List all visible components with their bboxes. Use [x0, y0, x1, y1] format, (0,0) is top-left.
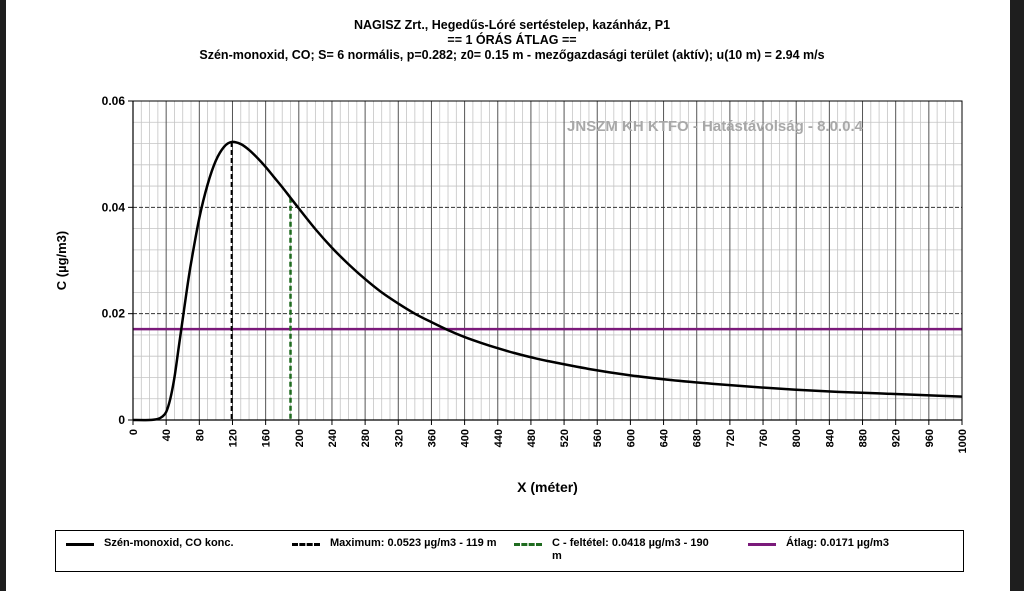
watermark-text: JNSZM KH KTFO - Hatástávolság - 8.0.0.4	[567, 118, 864, 135]
x-tick-label: 320	[393, 429, 405, 447]
y-tick-label: 0.02	[102, 307, 126, 321]
x-tick-label: 880	[858, 429, 870, 447]
x-tick-label: 640	[659, 429, 671, 447]
x-tick-label: 960	[924, 429, 936, 447]
x-tick-label: 560	[592, 429, 604, 447]
legend-item-average: Átlag: 0.0171 µg/m3	[748, 537, 948, 550]
legend-item-maximum: Maximum: 0.0523 µg/m3 - 119 m	[292, 537, 522, 550]
y-axis-label: C (µg/m3)	[54, 231, 69, 291]
y-tick-label: 0.04	[102, 200, 126, 214]
y-tick-label: 0	[118, 413, 125, 427]
x-tick-label: 760	[758, 429, 770, 447]
x-tick-label: 0	[128, 429, 140, 435]
series-line-concentration	[132, 140, 963, 422]
x-tick-label: 200	[294, 429, 306, 447]
plot-border	[132, 100, 963, 421]
x-tick-label: 720	[725, 429, 737, 447]
left-frame-strip	[0, 0, 6, 591]
x-tick-label: 360	[426, 429, 438, 447]
legend-swatch-average	[748, 543, 776, 546]
y-tick-label: 0.06	[102, 94, 126, 108]
x-tick-label: 440	[493, 429, 505, 447]
chart-title-line-1: NAGISZ Zrt., Hegedűs-Lóré sertéstelep, k…	[353, 18, 671, 32]
x-tick-label: 600	[625, 429, 637, 447]
legend-item-condition: C - feltétel: 0.0418 µg/m3 - 190 m	[514, 537, 714, 563]
x-tick-label: 800	[791, 429, 803, 447]
legend-item-concentration: Szén-monoxid, CO konc.	[66, 537, 256, 550]
chart-title-line-3: Szén-monoxid, CO; S= 6 normális, p=0.282…	[199, 48, 825, 62]
x-tick-label: 680	[692, 429, 704, 447]
x-tick-label: 80	[194, 429, 206, 441]
legend-label-average: Átlag: 0.0171 µg/m3	[786, 537, 889, 549]
x-tick-label: 160	[261, 429, 273, 447]
x-tick-label: 920	[891, 429, 903, 447]
x-tick-label: 400	[460, 429, 472, 447]
chart-area: 0 0.02 0.04 0.06 0 40 80 120 160 200 240 280 320 360 4…	[54, 94, 969, 495]
x-tick-label: 520	[559, 429, 571, 447]
legend-swatch-condition	[514, 543, 542, 546]
x-tick-label: 240	[327, 429, 339, 447]
x-tick-label: 840	[824, 429, 836, 447]
x-tick-label: 40	[161, 429, 173, 441]
x-tick-label: 480	[526, 429, 538, 447]
legend-swatch-maximum	[292, 543, 320, 546]
chart-legend: Szén-monoxid, CO konc. Maximum: 0.0523 µ…	[55, 530, 964, 572]
x-tick-label: 1000	[957, 429, 969, 453]
x-tick-label: 120	[227, 429, 239, 447]
legend-label-condition: C - feltétel: 0.0418 µg/m3 - 190 m	[552, 537, 709, 562]
legend-label-maximum: Maximum: 0.0523 µg/m3 - 119 m	[330, 537, 497, 549]
legend-swatch-concentration	[66, 543, 94, 546]
legend-label-concentration: Szén-monoxid, CO konc.	[104, 537, 234, 549]
right-frame-strip	[1010, 0, 1024, 591]
chart-title-line-2: == 1 ÓRÁS ÁTLAG ==	[447, 33, 577, 47]
x-tick-label: 280	[360, 429, 372, 447]
x-axis-label: X (méter)	[517, 479, 578, 495]
